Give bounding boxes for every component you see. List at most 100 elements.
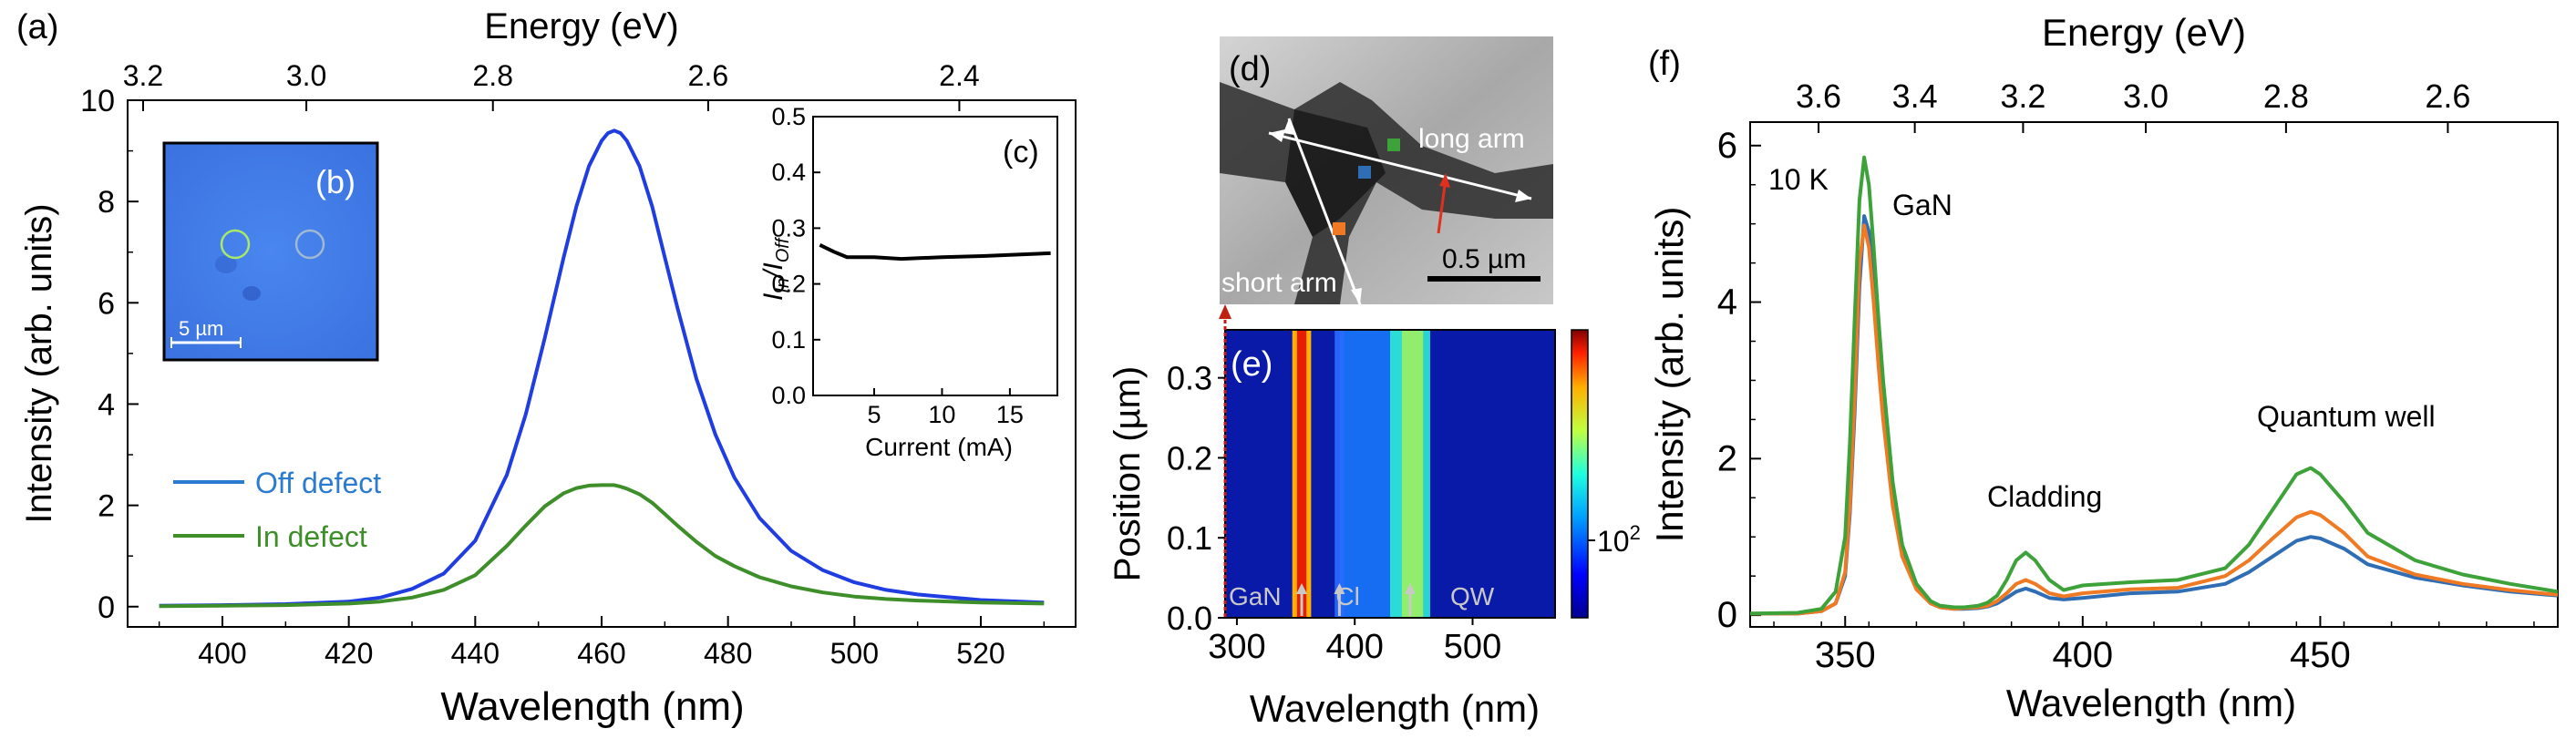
panel-d-orange-point [1333, 222, 1345, 235]
panel-d-short-arm-line [1287, 118, 1362, 305]
panel-f-series-orange [1750, 223, 2559, 616]
panel-a-x-tick-label: 440 [451, 637, 500, 670]
panel-d-red-arrowhead [1439, 173, 1450, 188]
panel-f-top-tick-label: 2.8 [2263, 77, 2309, 115]
panel-e-marker-label: QW [1450, 582, 1495, 610]
panel-f-xlabel: Wavelength (nm) [2006, 682, 2296, 724]
panel-f-top-tick-label: 3.4 [1892, 77, 1938, 115]
panel-c-ylabel: IIn/IOff [758, 236, 793, 301]
panel-e-marker-label: GaN [1229, 582, 1282, 610]
panel-c-y-tick-label: 0.1 [771, 326, 806, 354]
panel-a-xlabel: Wavelength (nm) [440, 684, 744, 729]
panel-e: 300 400 500 0.0 0.1 0.2 0.3 GaN Cl QW (e) Wavele… [1108, 304, 1641, 730]
panel-f-x-tick-label: 450 [2290, 635, 2351, 675]
panel-d-blue-point [1358, 166, 1371, 179]
legend-off-label: Off defect [255, 467, 381, 499]
panel-e-marker-label: Cl [1335, 582, 1359, 610]
panel-e-colorbar-label: 102 [1597, 521, 1641, 558]
legend-in-label: In defect [255, 520, 367, 553]
panel-e-x-tick-label: 300 [1208, 628, 1265, 666]
panel-e-y-tick-label: 0.2 [1167, 439, 1212, 477]
panel-f-label: (f) [1648, 45, 1681, 83]
panel-a-y-tick-label: 4 [98, 387, 115, 422]
panel-e-marker-arrowhead [1296, 583, 1308, 594]
panel-c-y-tick-label: 0.4 [771, 159, 806, 186]
panel-a-top-tick-label: 3.0 [286, 59, 326, 92]
panel-d-scalebar-label: 0.5 µm [1442, 244, 1526, 274]
panel-f-y-tick-label: 2 [1717, 438, 1737, 478]
panel-b-off-defect-marker [294, 229, 325, 260]
panel-c-series [819, 243, 1051, 262]
panel-c-ylabel-slash: /I [758, 262, 788, 280]
panel-d-arrowhead [1351, 288, 1362, 304]
panel-c-ticks: 5 10 15 0.0 0.1 0.2 0.3 0.4 0.5 [771, 103, 1023, 428]
panel-e-marker-arrowhead [1334, 583, 1345, 594]
panel-f-y-tick-label: 4 [1717, 282, 1737, 323]
panel-f-top-tick-label: 3.6 [1796, 77, 1841, 115]
panel-b-inset: (b) 5 µm [162, 141, 379, 362]
panel-a-top-tick-label: 2.6 [688, 59, 728, 92]
panel-c-y-tick-label: 0.5 [771, 103, 806, 130]
panel-a-x-tick-label: 400 [198, 637, 246, 670]
panel-c-x-tick-label: 5 [867, 401, 881, 428]
panel-b-in-defect-marker [220, 229, 251, 260]
panel-f-top-tick-label: 2.6 [2425, 77, 2470, 115]
panel-d-short-arm-label: short arm [1221, 268, 1337, 298]
panel-c-inset: 5 10 15 0.0 0.1 0.2 0.3 0.4 0.5 (c) Current (mA)… [758, 103, 1058, 461]
panel-e-x-tick-label: 500 [1444, 628, 1501, 666]
panel-e-emission-band [1334, 330, 1345, 618]
panel-a-series-green [159, 483, 1045, 609]
panel-e-ylabel: Position (µm) [1108, 366, 1148, 581]
panel-a-x-tick-label: 460 [577, 637, 625, 670]
panel-f-x-tick-label: 400 [2052, 635, 2113, 675]
panel-b-label: (b) [315, 163, 355, 200]
panel-b-image [162, 141, 379, 362]
panel-a-y-tick-label: 2 [98, 489, 115, 524]
panel-e-y-tick-label: 0.3 [1167, 360, 1212, 397]
panel-d-arrowhead [1515, 190, 1531, 202]
panel-a-ylabel: Intensity (arb. units) [19, 203, 59, 523]
panel-c-y-tick-label: 0.0 [771, 382, 806, 409]
panel-a-series [159, 128, 1045, 609]
panel-f-top-tick-label: 3.2 [2000, 77, 2045, 115]
panel-c-x-tick-label: 10 [928, 401, 955, 428]
panel-f-ticks: 350 400 450 0 2 4 6 3.6 3.4 3.2 3.0 2.8 2.6 [1717, 77, 2535, 675]
panel-b-dark-spot [242, 286, 261, 301]
panel-f-top-tick-label: 3.0 [2123, 77, 2169, 115]
panel-d-defect-shadow [1285, 109, 1386, 237]
panel-d-green-point [1387, 139, 1400, 151]
panel-e-y-tick-label: 0.1 [1167, 519, 1212, 557]
panel-b-scalebar-label: 5 µm [179, 317, 223, 340]
panel-e-emission-band [1401, 330, 1424, 618]
panel-d-long-arm-label: long arm [1418, 124, 1525, 154]
panel-e-x-tick-label: 400 [1326, 628, 1384, 666]
panel-e-ticks: 300 400 500 0.0 0.1 0.2 0.3 [1167, 360, 1501, 666]
panel-c-ylabel-in: In [773, 278, 793, 293]
panel-c-y-tick-label: 0.3 [771, 214, 806, 241]
panel-a-y-tick-label: 6 [98, 286, 115, 321]
panel-e-y-tick-label: 0.0 [1167, 600, 1212, 637]
panel-f: (f) Energy (eV) 350 400 450 0 2 4 6 3.6 3.4 3.2 3.… [1648, 11, 2559, 724]
panel-a: (a) Energy (eV) 400 420 440 460 480 500 520 0 2 4… [16, 6, 1077, 729]
panel-f-y-tick-label: 6 [1717, 126, 1737, 166]
panel-a-series-blue [159, 128, 1045, 608]
panel-f-annotation-qw: Quantum well [2257, 400, 2436, 433]
panel-f-series [1749, 155, 2559, 616]
panel-e-emission-band [1296, 330, 1307, 618]
panel-f-y-tick-label: 0 [1717, 595, 1737, 635]
panel-e-colorbar-exp: 2 [1630, 521, 1641, 544]
panel-a-top-tick-label: 2.4 [939, 59, 979, 92]
panel-a-top-tick-label: 2.8 [473, 59, 513, 92]
panel-c-ylabel-off: Off [773, 236, 793, 262]
panel-e-markers: GaN Cl QW [1229, 582, 1495, 616]
panel-f-annotation-gan: GaN [1892, 189, 1953, 221]
panel-d-long-arm-line [1268, 131, 1532, 200]
panel-e-label: (e) [1231, 345, 1273, 384]
panel-e-xlabel: Wavelength (nm) [1250, 687, 1540, 730]
panel-c-xlabel: Current (mA) [865, 433, 1013, 461]
panel-f-ylabel: Intensity (arb. units) [1648, 207, 1691, 543]
panel-d-label: (d) [1229, 50, 1271, 88]
panel-a-y-tick-label: 8 [98, 185, 115, 220]
